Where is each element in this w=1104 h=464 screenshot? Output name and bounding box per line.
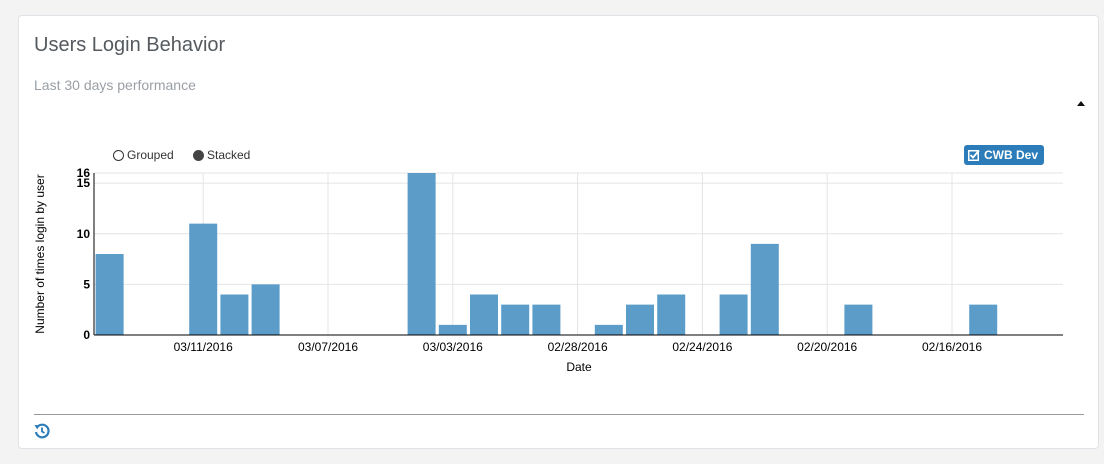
chart-bars: [95, 173, 998, 336]
x-tick-label: 02/16/2016: [922, 340, 982, 354]
bar[interactable]: [750, 243, 779, 335]
bar[interactable]: [844, 304, 873, 335]
y-tick-label: 15: [77, 176, 91, 190]
grouped-toggle[interactable]: Grouped: [113, 148, 174, 162]
bar[interactable]: [220, 294, 249, 336]
footer-divider: [34, 414, 1084, 415]
bar[interactable]: [189, 223, 218, 335]
x-tick-label: 02/28/2016: [548, 340, 608, 354]
widget-subtitle: Last 30 days performance: [34, 77, 196, 93]
x-axis-title: Date: [566, 360, 592, 374]
widget-title: Users Login Behavior: [34, 34, 226, 56]
bar[interactable]: [95, 254, 124, 335]
caret-up-icon[interactable]: [1075, 98, 1087, 110]
x-tick-label: 03/11/2016: [174, 340, 233, 354]
bar[interactable]: [657, 294, 686, 336]
x-tick-label: 02/20/2016: [797, 340, 857, 354]
bar[interactable]: [594, 324, 623, 335]
y-axis-title: Number of times login by user: [33, 174, 47, 333]
y-tick-label: 5: [83, 277, 90, 291]
checkbox-checked-icon: [968, 149, 980, 161]
history-icon[interactable]: [33, 422, 51, 440]
bar[interactable]: [719, 294, 748, 336]
grouped-label: Grouped: [127, 148, 174, 162]
bar[interactable]: [438, 324, 467, 335]
bar[interactable]: [626, 304, 654, 335]
bar[interactable]: [407, 173, 436, 335]
y-tick-label: 10: [77, 227, 91, 241]
legend-series-toggle[interactable]: CWB Dev: [964, 145, 1045, 165]
legend-series-label: CWB Dev: [984, 148, 1039, 162]
stacked-toggle[interactable]: Stacked: [193, 148, 250, 162]
bar[interactable]: [251, 284, 280, 335]
stacked-label: Stacked: [207, 148, 251, 162]
x-tick-label: 02/24/2016: [672, 340, 732, 354]
bar[interactable]: [532, 304, 561, 335]
y-tick-label: 16: [77, 166, 91, 180]
radio-selected-icon: [193, 149, 204, 161]
radio-empty-icon: [113, 149, 124, 161]
y-tick-label: 0: [83, 328, 90, 342]
x-tick-label: 03/03/2016: [423, 340, 483, 354]
bar[interactable]: [501, 304, 530, 335]
bar[interactable]: [969, 304, 998, 335]
bar[interactable]: [470, 294, 498, 336]
x-tick-label: 03/07/2016: [298, 340, 358, 354]
